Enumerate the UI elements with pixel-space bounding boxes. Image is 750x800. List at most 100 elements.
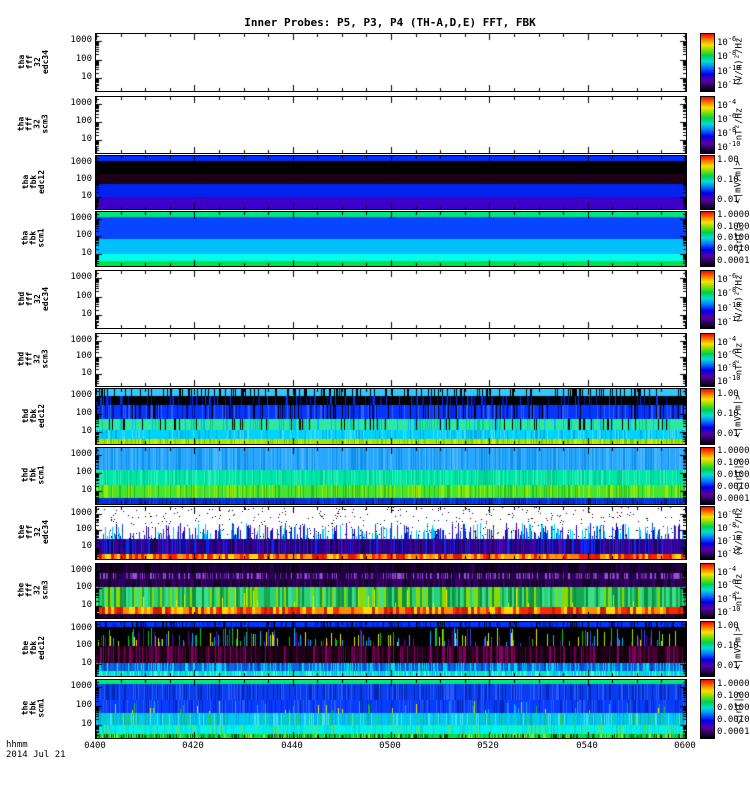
colorbar-tick-label: 10-8 (717, 361, 737, 374)
colorbar-unit-wrap-tha_fbk_edc12: <|mV/m|> (730, 155, 748, 208)
y-tick-label: 1000 (70, 35, 92, 45)
colorbar-tick-label: 10-8 (717, 126, 737, 139)
colorbar-unit-label-tha_fbk_scm1: <|nT|> (734, 221, 745, 255)
colorbar-unit-wrap-thd_fbk_scm1: <|nT|> (730, 447, 748, 503)
x-tick-label: 0440 (281, 741, 303, 751)
panel-label-wrap-tha_fff_32_edc34: tha fff 32 edc34 (14, 33, 54, 90)
y-tick-label: 1000 (70, 272, 92, 282)
y-tick-label: 1000 (70, 508, 92, 518)
panel-label-the_fff_32_scm3: the fff 32 scm3 (16, 580, 50, 600)
panel-label-tha_fbk_scm1: tha fbk scm1 (20, 228, 46, 248)
y-tick-label: 100 (75, 408, 92, 418)
colorbar-tick-label: 10-4 (717, 335, 737, 348)
colorbar-tick-label: 10-6 (717, 508, 737, 521)
panel-label-wrap-tha_fff_32_scm3: tha fff 32 scm3 (14, 96, 54, 152)
y-tick-label: 100 (75, 640, 92, 650)
panel-label-wrap-thd_fbk_edc12: thd fbk edc12 (14, 388, 54, 443)
colorbar-tick-label: 0.0100 (717, 703, 750, 713)
y-tick-label: 10 (81, 134, 92, 144)
colorbar-tick-label: 10-8 (717, 286, 737, 299)
panel-label-thd_fff_32_edc34: thd fff 32 edc34 (17, 286, 50, 311)
spectrogram-panel-the_fff_32_scm3 (95, 563, 687, 619)
x-tick-label: 0400 (84, 741, 106, 751)
spectrogram-panel-tha_fff_32_scm3 (95, 96, 687, 154)
colorbar-tick-label: 10-10 (717, 301, 741, 314)
colorbar-unit-label-thd_fff_32_edc34: (V/m)²/Hz (734, 274, 744, 323)
colorbar-tick-label: 0.0010 (717, 244, 750, 254)
colorbar-tha_fbk_scm1 (700, 211, 715, 267)
panel-label-wrap-thd_fff_32_scm3: thd fff 32 scm3 (14, 333, 54, 385)
panel-label-thd_fbk_scm1: thd fbk scm1 (20, 465, 46, 485)
colorbar-unit-wrap-tha_fff_32_edc34: (V/m)²/Hz (730, 33, 748, 90)
colorbar-unit-label-thd_fbk_scm1: <|nT|> (734, 458, 745, 492)
colorbar-tick-label: 0.0010 (717, 482, 750, 492)
y-tick-label: 100 (75, 116, 92, 126)
colorbar-tick-label: 10-10 (717, 605, 741, 618)
panel-label-wrap-the_fff_32_scm3: the fff 32 scm3 (14, 563, 54, 617)
colorbar-tick-label: 10-8 (717, 49, 737, 62)
colorbar-unit-label-tha_fff_32_edc34: (V/m)²/Hz (734, 37, 744, 86)
colorbar-tha_fff_32_scm3 (700, 96, 715, 154)
x-tick-label: 0420 (182, 741, 204, 751)
panel-label-wrap-thd_fbk_scm1: thd fbk scm1 (14, 447, 54, 503)
colorbar-tick-label: 10-8 (717, 521, 737, 534)
y-tick-label: 1000 (70, 157, 92, 167)
colorbar-tick-label: 10-12 (717, 315, 741, 328)
colorbar-tick-label: 0.0001 (717, 256, 750, 266)
spectrogram-panel-tha_fbk_edc12 (95, 155, 687, 210)
colorbar-unit-wrap-the_fbk_edc12: <|mV/m|> (730, 621, 748, 675)
panel-label-wrap-tha_fbk_scm1: tha fbk scm1 (14, 211, 54, 265)
colorbar-tick-label: 10-6 (717, 35, 737, 48)
panel-label-wrap-the_fbk_scm1: the fbk scm1 (14, 679, 54, 737)
spectrogram-panel-thd_fbk_scm1 (95, 447, 687, 505)
colorbar-thd_fff_32_scm3 (700, 333, 715, 387)
panel-label-the_fbk_scm1: the fbk scm1 (20, 698, 46, 718)
panel-label-thd_fbk_edc12: thd fbk edc12 (21, 403, 46, 428)
colorbar-tick-label: 0.0010 (717, 715, 750, 725)
y-tick-label: 100 (75, 351, 92, 361)
spectrogram-panel-the_fff_32_edc34 (95, 506, 687, 560)
y-tick-label: 100 (75, 467, 92, 477)
colorbar-thd_fbk_scm1 (700, 447, 715, 505)
colorbar-unit-label-tha_fff_32_scm3: nT²/Hz (734, 107, 745, 141)
y-tick-label: 1000 (70, 681, 92, 691)
y-tick-label: 100 (75, 291, 92, 301)
colorbar-unit-wrap-tha_fff_32_scm3: nT²/Hz (730, 96, 748, 152)
spectrogram-panel-tha_fff_32_edc34 (95, 33, 687, 92)
colorbar-tick-label: 1.00 (717, 389, 739, 399)
spectrogram-panel-tha_fbk_scm1 (95, 211, 687, 267)
y-tick-label: 10 (81, 309, 92, 319)
colorbar-tick-label: 1.00 (717, 621, 739, 631)
colorbar-the_fff_32_edc34 (700, 506, 715, 560)
colorbar-unit-wrap-the_fff_32_scm3: nT²/Hz (730, 563, 748, 617)
spectrogram-panel-thd_fff_32_scm3 (95, 333, 687, 387)
y-tick-label: 1000 (70, 449, 92, 459)
colorbar-thd_fff_32_edc34 (700, 270, 715, 329)
panel-label-tha_fbk_edc12: tha fbk edc12 (21, 169, 46, 194)
y-tick-label: 10 (81, 658, 92, 668)
colorbar-tick-label: 10-6 (717, 348, 737, 361)
panel-label-tha_fff_32_scm3: tha fff 32 scm3 (16, 114, 50, 134)
y-tick-label: 10 (81, 719, 92, 729)
spectrogram-panel-thd_fff_32_edc34 (95, 270, 687, 329)
colorbar-tick-label: 10-10 (717, 534, 741, 547)
y-tick-label: 100 (75, 54, 92, 64)
colorbar-tick-label: 0.0100 (717, 470, 750, 480)
colorbar-tick-label: 10-10 (717, 374, 741, 387)
colorbar-unit-wrap-the_fbk_scm1: <|nT|> (730, 679, 748, 737)
colorbar-tick-label: 10-12 (717, 78, 741, 91)
colorbar-tick-label: 0.10 (717, 409, 739, 419)
colorbar-unit-label-the_fbk_scm1: <|nT|> (734, 691, 745, 725)
colorbar-tick-label: 10-6 (717, 112, 737, 125)
colorbar-the_fbk_scm1 (700, 679, 715, 739)
colorbar-the_fbk_edc12 (700, 621, 715, 677)
colorbar-tick-label: 10-4 (717, 98, 737, 111)
panel-label-thd_fff_32_scm3: thd fff 32 scm3 (16, 349, 50, 369)
colorbar-the_fff_32_scm3 (700, 563, 715, 619)
y-tick-label: 10 (81, 191, 92, 201)
y-tick-label: 100 (75, 230, 92, 240)
panel-label-wrap-the_fbk_edc12: the fbk edc12 (14, 621, 54, 675)
colorbar-thd_fbk_edc12 (700, 388, 715, 445)
panel-label-the_fff_32_edc34: the fff 32 edc34 (17, 519, 50, 545)
